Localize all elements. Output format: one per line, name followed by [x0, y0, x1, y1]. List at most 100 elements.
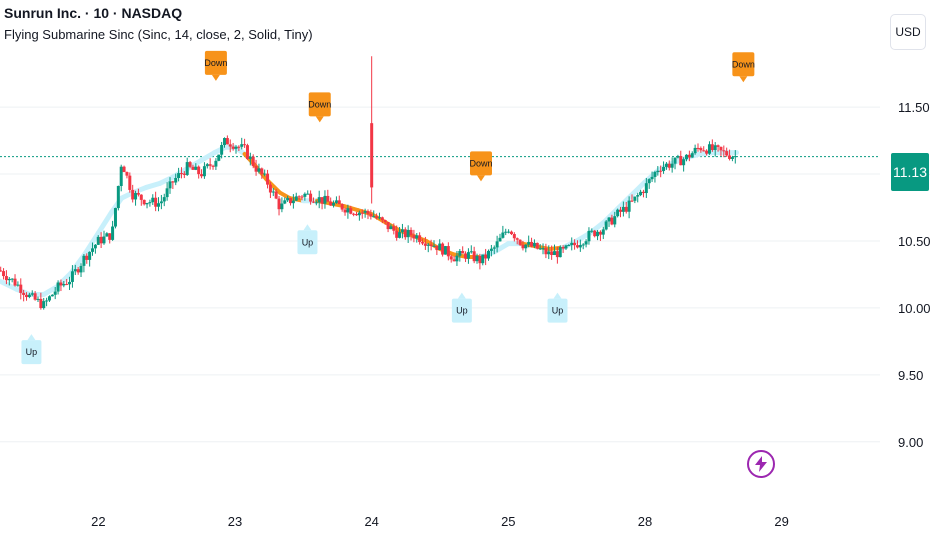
candle-body	[177, 173, 181, 178]
candle-body	[47, 296, 51, 301]
indicator-segment	[0, 278, 19, 292]
candle-body	[730, 157, 734, 159]
candle-body	[240, 144, 244, 147]
candle-body	[627, 200, 631, 212]
candle-body	[495, 241, 499, 248]
candle-body	[553, 251, 557, 256]
candle-body	[596, 231, 600, 237]
candle-body	[369, 213, 373, 217]
candle-body	[76, 269, 80, 273]
candle-body	[377, 217, 381, 219]
candle-body	[653, 172, 657, 177]
candle-body	[656, 170, 660, 173]
candle-body	[254, 166, 258, 172]
candle-body	[610, 217, 614, 225]
lightning-bolt-icon[interactable]	[747, 450, 775, 478]
candle-body	[636, 195, 640, 197]
candle-body	[446, 246, 450, 257]
price-tick-label: 9.50	[898, 368, 923, 383]
candle-body	[630, 200, 634, 202]
time-tick-label: 28	[638, 514, 652, 529]
up-signal-box	[451, 298, 472, 323]
candle-body	[421, 242, 425, 244]
candle-body	[352, 213, 356, 215]
candle-body	[530, 241, 534, 247]
candle-body	[4, 276, 8, 281]
up-signal-pointer	[27, 334, 36, 341]
candle-body	[306, 193, 310, 195]
candle-body	[524, 244, 528, 249]
candle-body	[142, 199, 146, 205]
time-tick-label: 29	[774, 514, 788, 529]
candle-body	[573, 242, 577, 246]
candle-body	[363, 211, 367, 213]
candle-body	[415, 235, 419, 239]
candle-body	[412, 235, 416, 239]
candle-body	[266, 173, 270, 185]
candle-body	[297, 196, 301, 198]
candle-body	[544, 248, 548, 255]
indicator-segment	[95, 209, 115, 236]
candle-body	[535, 242, 539, 249]
candle-body	[311, 201, 315, 203]
candle-body	[389, 226, 393, 230]
indicator-segment	[82, 230, 101, 257]
candle-body	[400, 229, 404, 233]
candle-body	[309, 193, 313, 202]
candle-body	[122, 166, 126, 173]
candle-body	[619, 209, 623, 212]
candle-body	[641, 191, 645, 194]
candle-body	[584, 241, 588, 245]
candle-body	[139, 194, 143, 200]
candle-body	[131, 189, 135, 200]
price-tick-label: 10.00	[898, 301, 931, 316]
candle-body	[33, 293, 37, 300]
candle-body	[383, 220, 387, 223]
candle-body	[237, 146, 241, 148]
candle-body	[690, 153, 694, 158]
candle-body	[65, 283, 69, 285]
candle-body	[725, 151, 729, 156]
down-signal-box	[204, 50, 227, 75]
candle-body	[395, 230, 399, 238]
candle-body	[245, 145, 249, 159]
candle-body	[119, 166, 123, 187]
candle-body	[263, 173, 267, 175]
candle-body	[225, 138, 229, 145]
candle-body	[79, 265, 83, 273]
up-signal-label: Up	[26, 347, 38, 357]
candle-body	[243, 144, 247, 146]
candle-body	[277, 198, 281, 210]
candle-body	[289, 198, 293, 204]
candle-body	[257, 168, 261, 172]
candle-body	[667, 163, 671, 168]
candle-body	[685, 154, 689, 160]
indicator-segment	[157, 174, 177, 186]
indicator-segment	[109, 195, 125, 215]
candle-body	[248, 156, 252, 159]
up-signal-box	[547, 298, 568, 323]
indicator-title[interactable]: Flying Submarine Sinc (Sinc, 14, close, …	[4, 27, 313, 42]
symbol-title[interactable]: Sunrun Inc. · 10 · NASDAQ	[4, 5, 183, 21]
candle-body	[716, 145, 720, 147]
candle-body	[134, 193, 138, 200]
candle-body	[458, 251, 462, 256]
currency-button[interactable]: USD	[890, 14, 926, 50]
candle-body	[329, 201, 333, 206]
candle-body	[200, 174, 204, 177]
candle-body	[99, 236, 103, 244]
candle-body	[604, 221, 608, 230]
candle-body	[567, 245, 571, 247]
candle-body	[70, 271, 74, 282]
candle-body	[662, 166, 666, 172]
candle-body	[27, 294, 31, 298]
candle-body	[154, 197, 158, 207]
candle-body	[392, 226, 396, 231]
candle-body	[194, 166, 198, 170]
candle-body	[515, 238, 519, 240]
candle-body	[469, 251, 473, 253]
candle-body	[521, 244, 525, 249]
candle-body	[593, 230, 597, 237]
